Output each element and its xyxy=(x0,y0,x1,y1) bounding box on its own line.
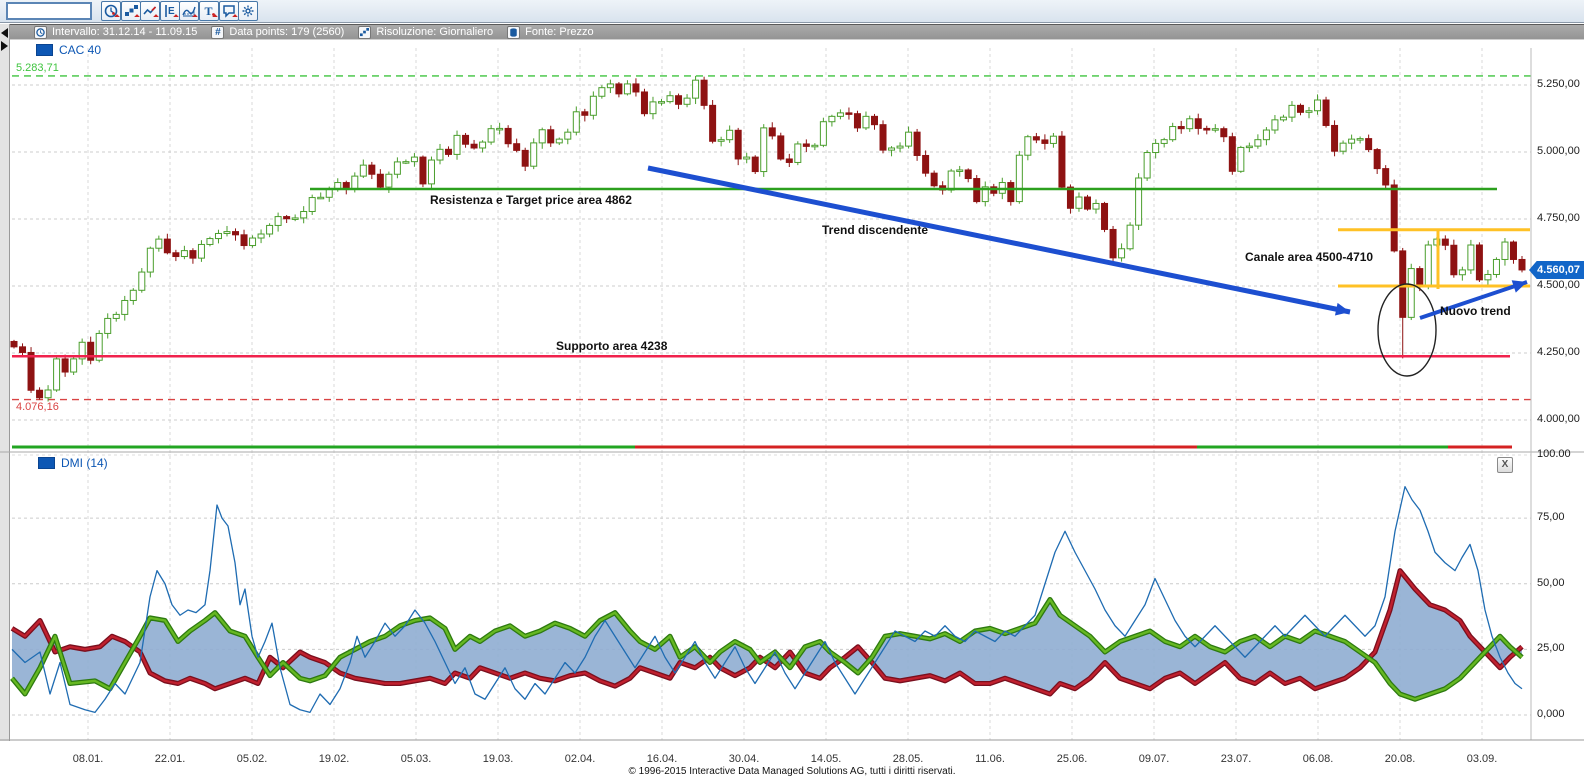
clock-icon xyxy=(34,25,47,39)
x-axis-label: 08.01. xyxy=(72,753,104,765)
price-axis-label-clipped: 100,00 xyxy=(1537,449,1571,457)
x-axis-label: 20.08. xyxy=(1384,753,1416,765)
chart-annotation: Canale area 4500-4710 xyxy=(1245,250,1374,264)
chart-annotation: 4.076,16 xyxy=(16,401,59,413)
hash-icon: # xyxy=(211,25,225,39)
database-icon xyxy=(507,25,521,39)
chart-annotation: Trend discendente xyxy=(822,223,929,237)
datapoints-value: 179 (2560) xyxy=(291,26,345,38)
chart-annotation: Nuovo trend xyxy=(1440,304,1511,318)
x-axis-label: 16.04. xyxy=(646,753,678,765)
dmi-axis-label: 50,00 xyxy=(1537,576,1565,589)
source-info: Fonte: Prezzo xyxy=(507,25,594,39)
price-axis-label: 4.250,00 xyxy=(1537,346,1580,358)
series-name: CAC 40 xyxy=(59,43,102,57)
overlay-button[interactable] xyxy=(179,1,200,21)
dmi-name: DMI (14) xyxy=(61,456,108,470)
time-period-button[interactable] xyxy=(101,1,121,21)
datapoints-info: # Data points: 179 (2560) xyxy=(211,25,345,39)
chart-annotation: Resistenza e Target price area 4862 xyxy=(430,193,632,207)
text-tool-button[interactable]: T xyxy=(199,1,219,21)
resolution-info: Risoluzione: Giornaliero xyxy=(358,25,494,39)
datapoints-label: Data points: xyxy=(229,26,289,38)
x-axis-label: 02.04. xyxy=(564,753,596,765)
collapse-right-icon[interactable] xyxy=(1,41,8,51)
price-axis-label: 4.000,00 xyxy=(1537,413,1580,425)
resolution-value: Giornaliero xyxy=(439,26,494,38)
last-price-badge: 4.560,07 xyxy=(1529,261,1584,279)
indicator-button[interactable]: E xyxy=(159,1,180,21)
price-axis-label: 5.000,00 xyxy=(1537,145,1580,157)
copyright-text: © 1996-2015 Interactive Data Managed Sol… xyxy=(628,766,956,777)
symbol-search-input[interactable] xyxy=(6,2,92,20)
dmi-axis-label: 25,00 xyxy=(1537,642,1565,655)
chart-annotation: 5.283,71 xyxy=(16,62,59,74)
price-axis-label: 4.750,00 xyxy=(1537,212,1580,224)
dmi-axis-label: 75,00 xyxy=(1537,511,1565,524)
settings-button[interactable] xyxy=(238,1,259,21)
x-axis-label: 11.06. xyxy=(975,753,1005,765)
dmi-axis-label: 0,000 xyxy=(1537,708,1565,720)
x-axis-label: 28.05. xyxy=(892,753,924,765)
chart-canvas[interactable] xyxy=(0,40,1584,752)
series-color-swatch xyxy=(36,44,53,56)
chart-type-button[interactable] xyxy=(140,1,161,21)
source-value: Prezzo xyxy=(559,26,594,38)
price-axis-label: 5.250,00 xyxy=(1537,78,1580,90)
interval-value: 31.12.14 - 11.09.15 xyxy=(102,26,198,38)
svg-text:E: E xyxy=(168,6,175,17)
main-series-legend[interactable]: CAC 40 xyxy=(36,43,101,57)
annotation-button[interactable] xyxy=(218,1,239,21)
x-axis-label: 30.04. xyxy=(728,753,760,765)
source-label: Fonte: xyxy=(525,26,557,38)
close-indicator-button[interactable]: X xyxy=(1497,457,1513,473)
info-bar: Intervallo: 31.12.14 - 11.09.15 # Data p… xyxy=(0,24,1584,40)
x-axis-label: 06.08. xyxy=(1302,753,1334,765)
x-axis-label: 19.03. xyxy=(482,753,514,765)
dmi-color-swatch xyxy=(38,457,55,469)
x-axis-label: 19.02. xyxy=(318,753,350,765)
resolution-button[interactable] xyxy=(120,1,141,21)
x-axis-label: 23.07. xyxy=(1220,753,1252,765)
dmi-legend[interactable]: DMI (14) xyxy=(38,456,108,470)
interval-info: Intervallo: 31.12.14 - 11.09.15 xyxy=(34,25,198,39)
interval-label: Intervallo: xyxy=(52,26,100,38)
x-axis-label: 25.06. xyxy=(1056,753,1088,765)
price-axis-label: 4.500,00 xyxy=(1537,279,1580,291)
x-axis-label: 14.05. xyxy=(810,753,842,765)
chart-annotation: Supporto area 4238 xyxy=(556,339,668,353)
x-axis-label: 03.09. xyxy=(1466,753,1498,765)
x-axis-label: 09.07. xyxy=(1138,753,1170,765)
x-axis-label: 22.01. xyxy=(154,753,186,765)
x-axis-label: 05.02. xyxy=(236,753,268,765)
x-axis-label: 05.03. xyxy=(400,753,432,765)
collapse-left-icon[interactable] xyxy=(1,28,8,38)
resolution-label: Risoluzione: xyxy=(376,26,437,38)
svg-text:T: T xyxy=(205,4,213,18)
left-gutter xyxy=(0,24,10,741)
resolution-dots-icon xyxy=(358,25,372,39)
